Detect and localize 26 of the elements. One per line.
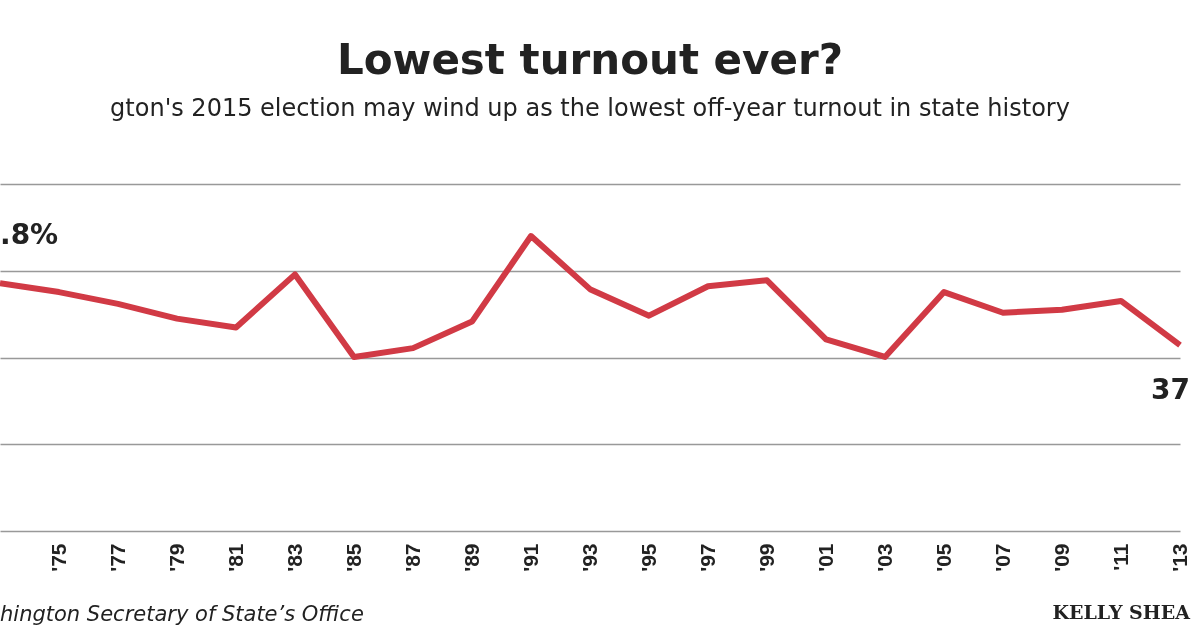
x-tick-label: '85 xyxy=(341,543,365,572)
x-tick-label: '01 xyxy=(813,543,837,572)
x-tick-label: '09 xyxy=(1049,543,1073,572)
text: hington Secretary of State’s Office xyxy=(0,602,364,626)
annotation: 37 xyxy=(1151,373,1190,406)
x-tick-label: '97 xyxy=(695,543,719,572)
x-tick-label: '89 xyxy=(459,543,483,572)
x-tick-label: '83 xyxy=(282,543,306,572)
x-tick-label: '87 xyxy=(400,543,424,572)
x-tick-label: '13 xyxy=(1167,543,1191,572)
chart-title: Lowest turnout ever? xyxy=(336,35,844,84)
annotation: .8% xyxy=(0,218,59,251)
x-tick-label: '99 xyxy=(754,543,778,572)
text: KELLY SHEA xyxy=(1052,601,1191,623)
x-tick-label: '07 xyxy=(990,543,1014,572)
x-tick-label: '81 xyxy=(223,543,247,572)
x-tick-label: '11 xyxy=(1108,543,1132,571)
x-tick-label: '77 xyxy=(105,543,129,572)
x-tick-label: '79 xyxy=(164,543,188,572)
x-tick-label: '91 xyxy=(518,543,542,572)
chart-subtitle: gton's 2015 election may wind up as the lowest off-year turnout in state history xyxy=(110,94,1070,122)
x-tick-label: '75 xyxy=(46,543,70,572)
x-tick-label: '93 xyxy=(577,543,601,572)
x-tick-label: '03 xyxy=(872,543,896,572)
x-tick-label: '05 xyxy=(931,543,955,572)
x-tick-label: '95 xyxy=(636,543,660,572)
